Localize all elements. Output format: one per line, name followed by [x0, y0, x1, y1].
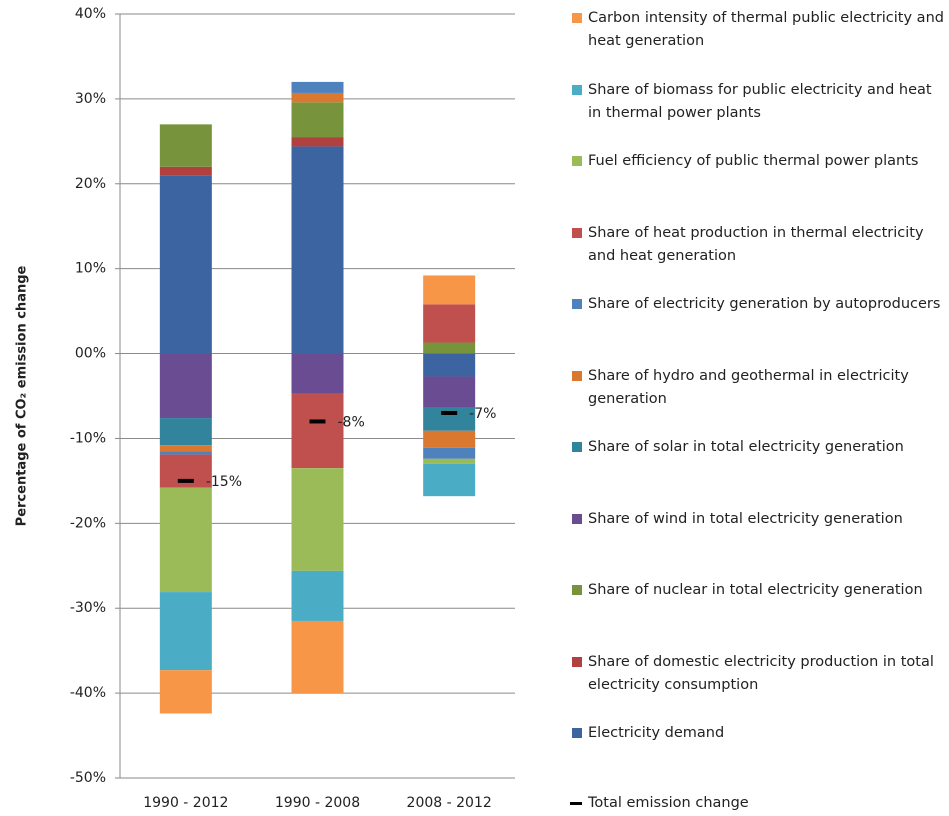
legend-label: Total emission change [588, 795, 749, 811]
legend-label: Share of solar in total electricity gene… [588, 439, 904, 455]
total-marker [177, 478, 194, 483]
legend-item: Share of nuclear in total electricity ge… [570, 579, 945, 602]
bar-segment [159, 124, 212, 167]
total-label: -15% [206, 474, 242, 490]
legend-item: Share of solar in total electricity gene… [570, 436, 945, 459]
legend-swatch [572, 13, 582, 23]
x-tick-label: 1990 - 2012 [143, 795, 228, 811]
legend-swatch [572, 299, 582, 309]
y-tick-label: 30% [75, 91, 106, 107]
bar-segment [423, 376, 476, 408]
y-tick-label: 40% [75, 6, 106, 22]
legend-item: Share of wind in total electricity gener… [570, 508, 945, 531]
x-tick-label: 2008 - 2012 [407, 795, 492, 811]
y-tick-label: -40% [70, 685, 106, 701]
bar-segment [291, 570, 344, 621]
legend-label: Share of hydro and geothermal in electri… [588, 367, 909, 407]
legend-item: Share of domestic electricity production… [570, 651, 945, 697]
legend-swatch [572, 370, 582, 381]
bar-segment [291, 81, 344, 93]
bar-segment [291, 353, 344, 394]
bar-segment [291, 137, 344, 147]
total-label: -8% [338, 414, 365, 430]
bar-segment [159, 353, 212, 419]
y-tick-label: 00% [75, 346, 106, 362]
bar-segment [159, 166, 212, 176]
bar-segment [291, 92, 344, 103]
total-marker [309, 419, 326, 424]
total-label: -7% [469, 406, 496, 422]
bar-segment [291, 468, 344, 571]
legend-label: Share of nuclear in total electricity ge… [588, 582, 923, 598]
bar-segment [291, 102, 344, 138]
legend-item: Share of electricity generation by autop… [570, 293, 945, 316]
legend-label: Share of domestic electricity production… [588, 653, 934, 693]
bar-segment [423, 458, 476, 464]
y-tick-label: -10% [70, 430, 106, 446]
bar-segment [291, 146, 344, 354]
bar-segment [159, 487, 212, 593]
legend-item: Share of hydro and geothermal in electri… [570, 365, 945, 411]
y-tick-label: -50% [70, 770, 106, 786]
y-tick-label: -20% [70, 515, 106, 531]
legend-swatch [572, 728, 582, 738]
bar-segment [291, 393, 344, 469]
bar-segment [159, 418, 212, 446]
legend-label: Share of wind in total electricity gener… [588, 510, 903, 527]
legend-item: Total emission change [570, 792, 945, 815]
bar-segment [159, 592, 212, 671]
legend-swatch [570, 802, 582, 805]
legend-swatch [572, 84, 582, 95]
chart: -50% -40% -30% -20% -10% 00% 10% 20% 30% 40% Perce… [15, 6, 515, 811]
x-tick-label: 1990 - 2008 [275, 795, 360, 811]
bar-segment [423, 463, 476, 497]
bar-segment [423, 342, 476, 354]
bar-segment [423, 353, 476, 377]
legend-item: Share of biomass for public electricity … [570, 79, 945, 125]
legend-swatch [572, 156, 582, 166]
legend-label: Fuel efficiency of public thermal power … [588, 153, 919, 169]
legend-label: Share of heat production in thermal elec… [588, 224, 924, 264]
y-axis-label: Percentage of CO₂ emission change [15, 265, 30, 526]
legend-item: Share of heat production in thermal elec… [570, 222, 945, 268]
legend-label: Carbon intensity of thermal public elect… [588, 10, 944, 49]
legend-swatch [572, 513, 582, 524]
bar-segment [423, 304, 476, 343]
legend-label: Electricity demand [588, 725, 725, 741]
legend-item: Carbon intensity of thermal public elect… [570, 7, 945, 53]
bar-segment [291, 620, 344, 694]
legend-label: Share of biomass for public electricity … [588, 81, 932, 121]
bar-segment [423, 275, 476, 305]
legend-item: Fuel efficiency of public thermal power … [570, 150, 945, 173]
bar-segment [423, 447, 476, 459]
bar-segment [159, 175, 212, 354]
y-tick-label: 10% [75, 261, 106, 277]
legend-swatch [572, 656, 582, 667]
bar-segment [159, 670, 212, 714]
y-tick-label: 20% [75, 176, 106, 192]
bar-segment [159, 445, 212, 452]
legend-item: Electricity demand [570, 722, 945, 745]
y-tick-label: -30% [70, 600, 106, 616]
legend-swatch [572, 442, 582, 452]
legend-label: Share of electricity generation by autop… [588, 296, 941, 312]
bar-segment [423, 430, 476, 448]
legend-swatch [572, 585, 582, 595]
legend-swatch [572, 227, 582, 238]
total-marker [441, 410, 458, 415]
bar-segment [423, 407, 476, 431]
bar-segment [159, 451, 212, 455]
